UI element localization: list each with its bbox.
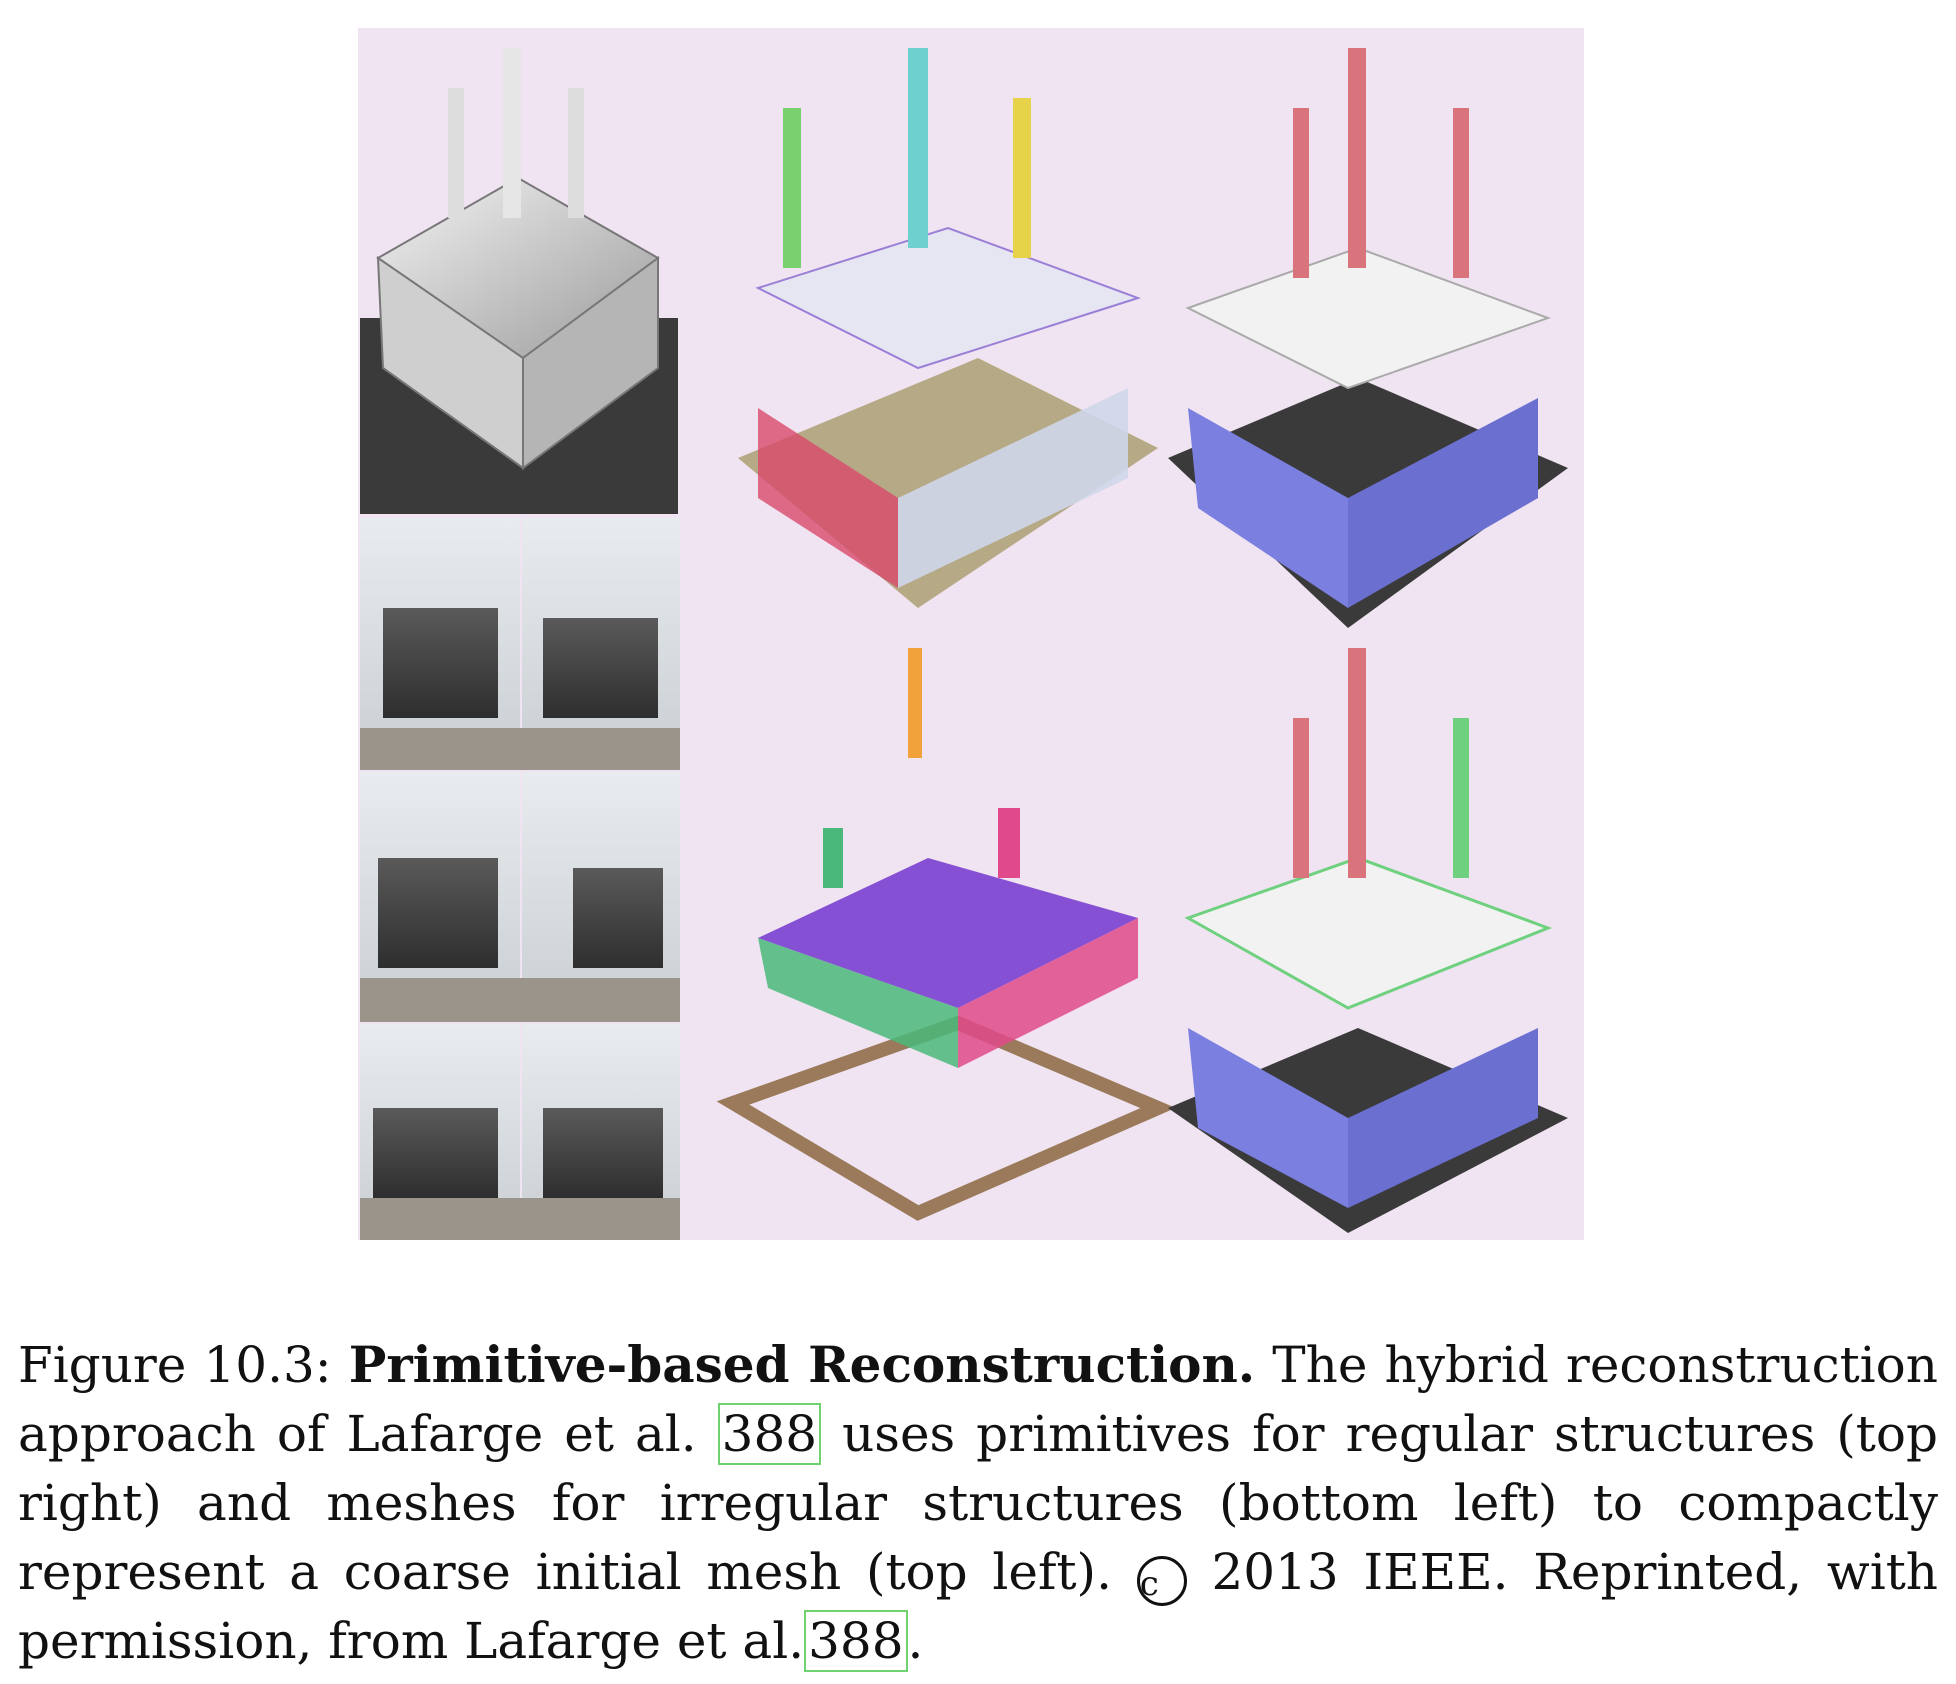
caption-text-3: 2013 IEEE. Reprinted, with permission, f… — [18, 1543, 1938, 1670]
coarse-mesh-panel — [360, 28, 678, 514]
figure-caption: Figure 10.3: Primitive-based Reconstruct… — [18, 1330, 1938, 1676]
irregular-mesh-panel — [716, 648, 1176, 1221]
figure-image — [358, 28, 1584, 1240]
figure-label: Figure 10.3: — [18, 1336, 332, 1394]
segmentation-panel — [738, 48, 1158, 608]
caption-text-2: uses primitives for regular structures (… — [18, 1405, 1938, 1601]
caption-text-4: . — [907, 1612, 924, 1670]
primitive-panel — [1168, 48, 1568, 628]
citation-link-2[interactable]: 388 — [804, 1610, 908, 1672]
caption-text-1: The hybrid reconstruction approach of La… — [18, 1336, 1938, 1463]
figure-title: Primitive-based Reconstruction. — [348, 1335, 1256, 1394]
hybrid-panel — [1168, 648, 1568, 1233]
copyright-symbol: c — [1136, 1556, 1187, 1606]
photo-grid — [360, 518, 680, 1240]
citation-link-1[interactable]: 388 — [717, 1403, 822, 1465]
